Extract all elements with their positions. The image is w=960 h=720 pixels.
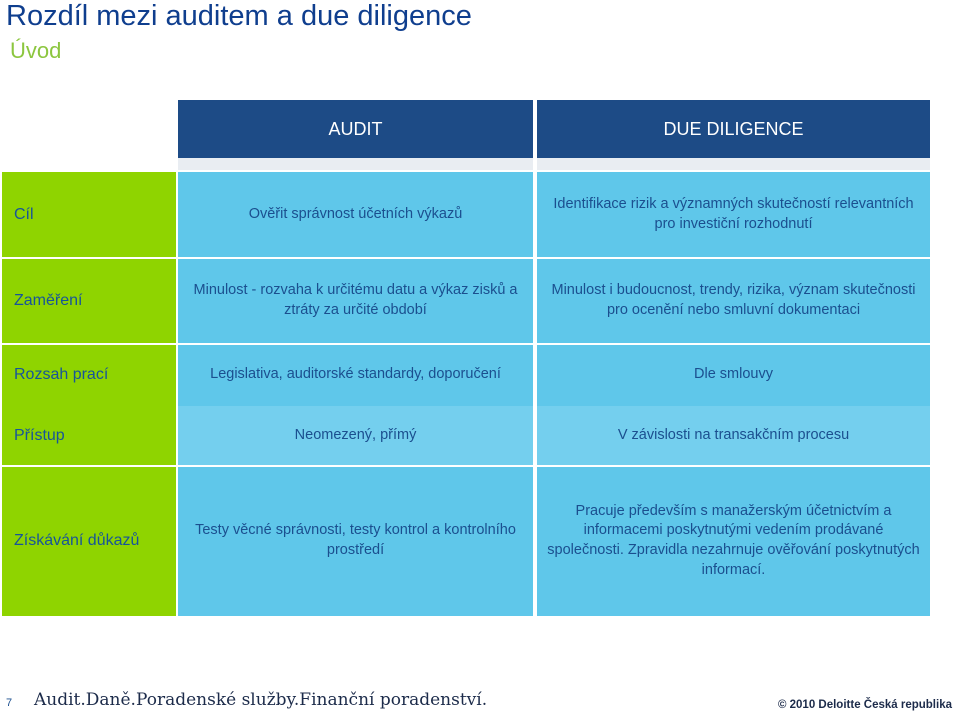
row-label-cil: Cíl — [2, 172, 176, 258]
page-number: 7 — [6, 697, 13, 709]
dd-cell-cil: Identifikace rizik a významných skutečno… — [537, 172, 930, 258]
audit-cell-pristup: Neomezený, přímý — [178, 406, 533, 466]
column-header-due-diligence: DUE DILIGENCE — [537, 100, 930, 158]
column-header-audit: AUDIT — [178, 100, 533, 158]
footer-copyright: © 2010 Deloitte Česká republika — [777, 699, 952, 711]
footer-tagline: Audit.Daně.Poradenské služby.Finanční po… — [34, 690, 488, 710]
row-divider — [2, 343, 930, 345]
dd-cell-rozsah-praci: Dle smlouvy — [537, 344, 930, 406]
row-divider — [2, 465, 930, 467]
dd-cell-zamereni: Minulost i budoucnost, trendy, rizika, v… — [537, 258, 930, 344]
audit-cell-zamereni: Minulost - rozvaha k určitému datu a výk… — [178, 258, 533, 344]
row-label-pristup: Přístup — [2, 406, 176, 466]
slide-subtitle: Úvod — [10, 38, 62, 63]
slide-title: Rozdíl mezi auditem a due diligence — [6, 0, 472, 32]
dd-cell-pristup: V závislosti na transakčním procesu — [537, 406, 930, 466]
audit-cell-ziskavani-dukazu: Testy věcné správnosti, testy kontrol a … — [178, 466, 533, 616]
row-label-ziskavani-dukazu: Získávání důkazů — [2, 466, 176, 616]
row-divider — [2, 257, 930, 259]
column-divider — [533, 172, 537, 616]
audit-cell-cil: Ověřit správnost účetních výkazů — [178, 172, 533, 258]
header-shadow — [537, 158, 930, 170]
column-divider — [176, 172, 178, 616]
row-label-rozsah-praci: Rozsah prací — [2, 344, 176, 406]
header-shadow — [178, 158, 533, 170]
dd-cell-ziskavani-dukazu: Pracuje především s manažerským účetnict… — [537, 466, 930, 616]
audit-cell-rozsah-praci: Legislativa, auditorské standardy, dopor… — [178, 344, 533, 406]
row-label-zamereni: Zaměření — [2, 258, 176, 344]
